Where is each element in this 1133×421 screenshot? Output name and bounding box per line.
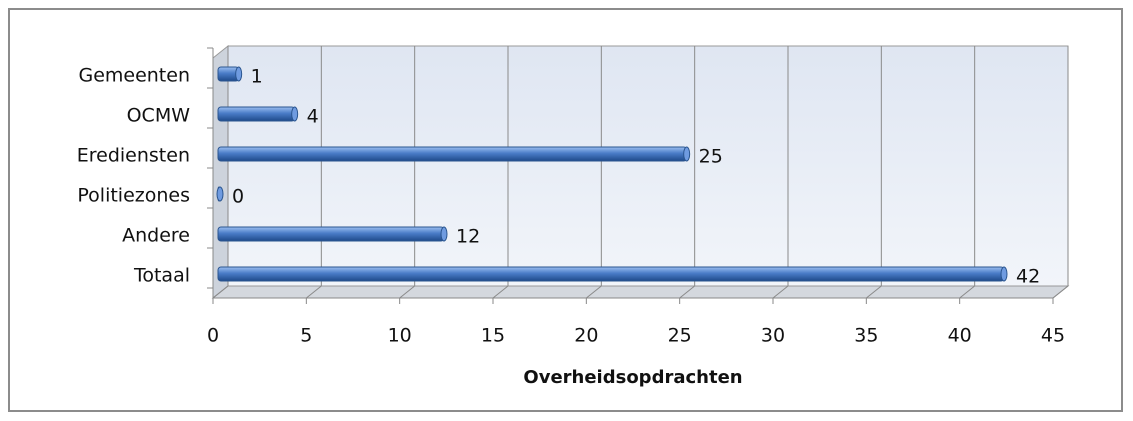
y-tick-label: Andere xyxy=(122,225,190,247)
grid-line xyxy=(772,285,789,299)
frame xyxy=(8,8,1123,412)
y-tick-label: Erediensten xyxy=(77,145,190,167)
y-tick-label: OCMW xyxy=(127,105,191,127)
bar xyxy=(217,266,1005,282)
grid-line xyxy=(399,285,415,299)
data-label: 42 xyxy=(1016,266,1040,288)
data-label: 1 xyxy=(251,66,263,88)
x-tick-label: 20 xyxy=(574,325,598,347)
side-wall xyxy=(212,44,229,300)
grid-line xyxy=(492,285,509,299)
x-tick-label: 30 xyxy=(761,325,785,347)
grid-line xyxy=(212,285,229,299)
data-label: 0 xyxy=(232,186,244,208)
x-axis-title: Overheidsopdrachten xyxy=(523,367,742,388)
bar-cap xyxy=(291,106,299,122)
bar xyxy=(217,146,688,162)
bar-cap xyxy=(1000,266,1008,282)
bar xyxy=(217,106,296,122)
bar xyxy=(217,226,445,242)
grid-line xyxy=(866,285,882,299)
data-label: 25 xyxy=(699,146,723,168)
x-tick-label: 40 xyxy=(948,325,972,347)
x-tick-label: 45 xyxy=(1041,325,1065,347)
bar-cap xyxy=(216,186,224,202)
grid-line xyxy=(679,285,695,299)
x-tick-label: 25 xyxy=(668,325,692,347)
y-tick-label: Totaal xyxy=(133,265,190,287)
grid-line xyxy=(306,285,322,299)
x-tick-label: 10 xyxy=(388,325,412,347)
bar-cap xyxy=(235,66,243,82)
grid-line xyxy=(959,285,975,299)
bar-cap xyxy=(683,146,691,162)
x-tick-label: 35 xyxy=(854,325,878,347)
grid-line xyxy=(586,285,602,299)
bar-cap xyxy=(440,226,448,242)
x-tick-label: 0 xyxy=(207,325,219,347)
floor xyxy=(211,285,1070,299)
x-tick-label: 15 xyxy=(481,325,505,347)
x-tick-label: 5 xyxy=(300,325,312,347)
back-wall xyxy=(227,45,1069,287)
data-label: 4 xyxy=(307,106,319,128)
data-label: 12 xyxy=(456,226,480,248)
y-tick-label: Gemeenten xyxy=(78,65,190,87)
y-tick-label: Politiezones xyxy=(77,185,190,207)
grid-line xyxy=(1052,285,1069,299)
